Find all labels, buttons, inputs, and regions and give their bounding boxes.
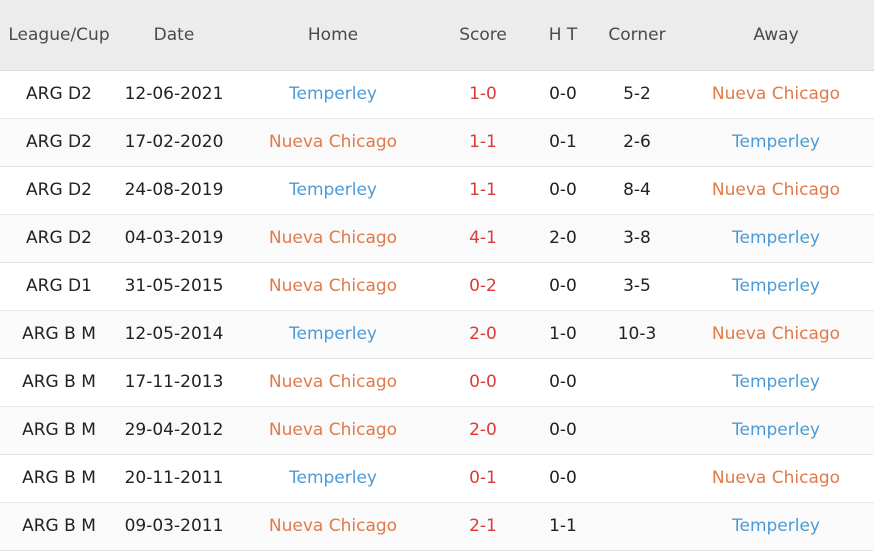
away-team-cell[interactable]: Nueva Chicago xyxy=(678,70,874,119)
league-cell: ARG D1 xyxy=(0,262,118,311)
header-row: League/Cup Date Home Score H T Corner Aw… xyxy=(0,0,874,71)
corner-cell: 3-8 xyxy=(596,214,678,263)
home-team-cell[interactable]: Nueva Chicago xyxy=(230,262,436,311)
corner-cell: 5-2 xyxy=(596,70,678,119)
away-team-cell[interactable]: Temperley xyxy=(678,406,874,455)
corner-cell: 10-3 xyxy=(596,310,678,359)
away-team-cell[interactable]: Nueva Chicago xyxy=(678,310,874,359)
league-cell: ARG D2 xyxy=(0,214,118,263)
half-time-cell: 0-0 xyxy=(530,166,596,215)
score-cell[interactable]: 1-1 xyxy=(436,118,530,167)
league-cell: ARG B M xyxy=(0,406,118,455)
corner-cell xyxy=(596,406,678,455)
league-cell: ARG B M xyxy=(0,502,118,551)
home-team-cell[interactable]: Nueva Chicago xyxy=(230,214,436,263)
corner-cell: 2-6 xyxy=(596,118,678,167)
table-row[interactable]: ARG D2 12-06-2021 Temperley 1-0 0-0 5-2 Nueva … xyxy=(0,70,874,119)
corner-cell xyxy=(596,502,678,551)
header-date[interactable]: Date xyxy=(118,0,230,71)
date-cell: 17-02-2020 xyxy=(118,118,230,167)
date-cell: 31-05-2015 xyxy=(118,262,230,311)
away-team-cell[interactable]: Temperley xyxy=(678,118,874,167)
home-team-cell[interactable]: Nueva Chicago xyxy=(230,502,436,551)
home-team-cell[interactable]: Temperley xyxy=(230,454,436,503)
league-cell: ARG D2 xyxy=(0,118,118,167)
away-team-cell[interactable]: Temperley xyxy=(678,262,874,311)
home-team-cell[interactable]: Temperley xyxy=(230,70,436,119)
header-score[interactable]: Score xyxy=(436,0,530,71)
table-row[interactable]: ARG D2 17-02-2020 Nueva Chicago 1-1 0-1 2-6 Te… xyxy=(0,118,874,167)
league-cell: ARG B M xyxy=(0,358,118,407)
table-row[interactable]: ARG B M 12-05-2014 Temperley 2-0 1-0 10-3 Nuev… xyxy=(0,310,874,359)
away-team-cell[interactable]: Temperley xyxy=(678,358,874,407)
half-time-cell: 2-0 xyxy=(530,214,596,263)
home-team-cell[interactable]: Nueva Chicago xyxy=(230,118,436,167)
header-league[interactable]: League/Cup xyxy=(0,0,118,71)
away-team-cell[interactable]: Temperley xyxy=(678,214,874,263)
header-away[interactable]: Away xyxy=(678,0,874,71)
half-time-cell: 1-1 xyxy=(530,502,596,551)
league-cell: ARG D2 xyxy=(0,70,118,119)
half-time-cell: 1-0 xyxy=(530,310,596,359)
table-row[interactable]: ARG B M 20-11-2011 Temperley 0-1 0-0 Nueva Ch… xyxy=(0,454,874,503)
half-time-cell: 0-0 xyxy=(530,70,596,119)
table-row[interactable]: ARG B M 09-03-2011 Nueva Chicago 2-1 1-1 Temp… xyxy=(0,502,874,551)
date-cell: 29-04-2012 xyxy=(118,406,230,455)
half-time-cell: 0-1 xyxy=(530,118,596,167)
score-cell[interactable]: 0-1 xyxy=(436,454,530,503)
date-cell: 12-06-2021 xyxy=(118,70,230,119)
score-cell[interactable]: 1-0 xyxy=(436,70,530,119)
corner-cell xyxy=(596,358,678,407)
half-time-cell: 0-0 xyxy=(530,406,596,455)
table-row[interactable]: ARG D1 31-05-2015 Nueva Chicago 0-2 0-0 3-5 Te… xyxy=(0,262,874,311)
corner-cell xyxy=(596,454,678,503)
score-cell[interactable]: 0-0 xyxy=(436,358,530,407)
score-cell[interactable]: 2-1 xyxy=(436,502,530,551)
score-cell[interactable]: 2-0 xyxy=(436,310,530,359)
table-row[interactable]: ARG B M 29-04-2012 Nueva Chicago 2-0 0-0 Temp… xyxy=(0,406,874,455)
table-row[interactable]: ARG D2 24-08-2019 Temperley 1-1 0-0 8-4 Nueva … xyxy=(0,166,874,215)
league-cell: ARG B M xyxy=(0,454,118,503)
home-team-cell[interactable]: Nueva Chicago xyxy=(230,358,436,407)
away-team-cell[interactable]: Nueva Chicago xyxy=(678,166,874,215)
away-team-cell[interactable]: Temperley xyxy=(678,502,874,551)
header-home[interactable]: Home xyxy=(230,0,436,71)
header-corner[interactable]: Corner xyxy=(596,0,678,71)
corner-cell: 8-4 xyxy=(596,166,678,215)
away-team-cell[interactable]: Nueva Chicago xyxy=(678,454,874,503)
half-time-cell: 0-0 xyxy=(530,262,596,311)
date-cell: 20-11-2011 xyxy=(118,454,230,503)
date-cell: 04-03-2019 xyxy=(118,214,230,263)
date-cell: 09-03-2011 xyxy=(118,502,230,551)
date-cell: 24-08-2019 xyxy=(118,166,230,215)
home-team-cell[interactable]: Temperley xyxy=(230,310,436,359)
score-cell[interactable]: 1-1 xyxy=(436,166,530,215)
score-cell[interactable]: 4-1 xyxy=(436,214,530,263)
table-row[interactable]: ARG B M 17-11-2013 Nueva Chicago 0-0 0-0 Temp… xyxy=(0,358,874,407)
half-time-cell: 0-0 xyxy=(530,454,596,503)
date-cell: 12-05-2014 xyxy=(118,310,230,359)
table-row[interactable]: ARG D2 04-03-2019 Nueva Chicago 4-1 2-0 3-8 Te… xyxy=(0,214,874,263)
header-ht[interactable]: H T xyxy=(530,0,596,71)
league-cell: ARG B M xyxy=(0,310,118,359)
corner-cell: 3-5 xyxy=(596,262,678,311)
league-cell: ARG D2 xyxy=(0,166,118,215)
half-time-cell: 0-0 xyxy=(530,358,596,407)
date-cell: 17-11-2013 xyxy=(118,358,230,407)
table-body: ARG D2 12-06-2021 Temperley 1-0 0-0 5-2 Nueva … xyxy=(0,70,874,551)
score-cell[interactable]: 2-0 xyxy=(436,406,530,455)
score-cell[interactable]: 0-2 xyxy=(436,262,530,311)
home-team-cell[interactable]: Temperley xyxy=(230,166,436,215)
home-team-cell[interactable]: Nueva Chicago xyxy=(230,406,436,455)
table-header: League/Cup Date Home Score H T Corner Aw… xyxy=(0,0,874,71)
